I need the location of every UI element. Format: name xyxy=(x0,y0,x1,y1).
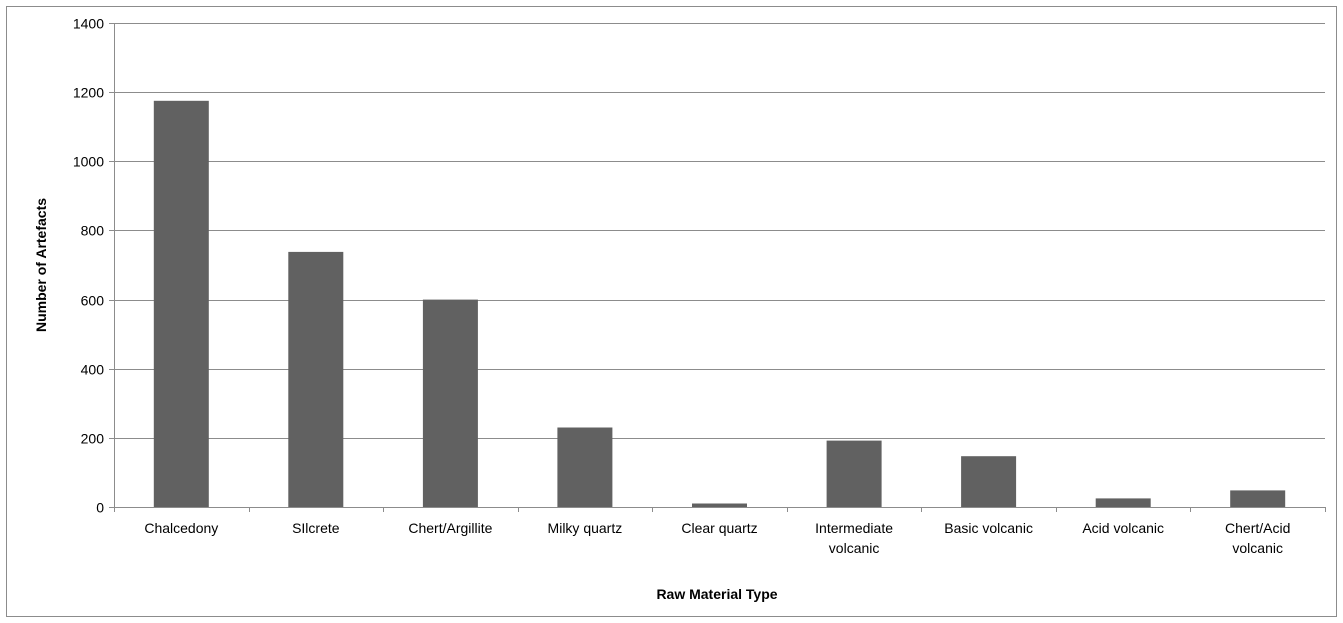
bar xyxy=(288,251,344,507)
y-tick-label: 800 xyxy=(81,223,105,239)
bar xyxy=(557,427,613,507)
y-tick-label: 1200 xyxy=(73,85,104,101)
x-tick-label-line: Basic volcanic xyxy=(944,520,1033,536)
x-tick-label: Intermediate volcanic xyxy=(815,520,893,556)
x-tick-label-line: Intermediate xyxy=(815,520,893,536)
x-tick-label-line: SIlcrete xyxy=(292,520,340,536)
x-tick-label-line: Chert/Acid xyxy=(1225,520,1290,536)
bar xyxy=(1095,498,1151,507)
axes xyxy=(114,23,1325,508)
x-tick-label: Acid volcanic xyxy=(1082,520,1164,536)
bar xyxy=(153,100,209,508)
bar xyxy=(1230,490,1286,507)
x-tick-label-line: Clear quartz xyxy=(681,520,757,536)
x-tick-label: SIlcrete xyxy=(292,520,340,536)
x-tick-label-line: volcanic xyxy=(1232,540,1283,556)
x-tick-label-line: Acid volcanic xyxy=(1082,520,1164,536)
x-tick-label-line: Chalcedony xyxy=(144,520,218,536)
x-axis-title: Raw Material Type xyxy=(656,586,777,602)
y-tick-label: 1000 xyxy=(73,154,104,170)
y-tick-label: 1400 xyxy=(73,16,104,32)
x-tick-labels: Chalcedony SIlcrete Chert/Argillite Milky q… xyxy=(144,520,1290,556)
y-axis-title: Number of Artefacts xyxy=(33,198,49,332)
y-tick-label: 600 xyxy=(81,293,105,309)
bar xyxy=(422,299,478,507)
x-tick-label: Clear quartz xyxy=(681,520,757,536)
bar xyxy=(826,440,882,507)
x-tick-label: Chert/Acid volcanic xyxy=(1225,520,1290,556)
x-tick-label-line: Milky quartz xyxy=(548,520,623,536)
x-tick-label: Milky quartz xyxy=(548,520,623,536)
bar xyxy=(961,456,1017,507)
y-tick-labels: 0 200 400 600 800 1000 1200 1400 xyxy=(73,16,104,516)
y-tick-label: 400 xyxy=(81,362,105,378)
x-tick-label: Chert/Argillite xyxy=(408,520,492,536)
x-tick-label-line: Chert/Argillite xyxy=(408,520,492,536)
y-tick-label: 200 xyxy=(81,431,105,447)
y-tick-label: 0 xyxy=(96,500,104,516)
chart-frame xyxy=(6,6,1337,617)
bar xyxy=(692,503,747,507)
x-tick-label: Chalcedony xyxy=(144,520,218,536)
x-tick-label: Basic volcanic xyxy=(944,520,1033,536)
x-tick-label-line: volcanic xyxy=(829,540,880,556)
bars xyxy=(153,100,1286,508)
